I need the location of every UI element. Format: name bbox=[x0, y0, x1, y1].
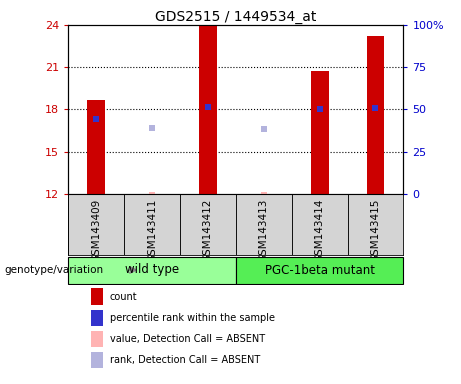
Bar bbox=[292, 194, 348, 255]
Bar bbox=[68, 194, 124, 255]
Bar bbox=[68, 257, 236, 283]
Bar bbox=[199, 26, 217, 194]
Bar bbox=[180, 194, 236, 255]
Bar bbox=[149, 192, 155, 194]
Bar bbox=[261, 192, 266, 194]
Bar bbox=[311, 71, 329, 194]
Text: GSM143409: GSM143409 bbox=[91, 199, 101, 262]
Text: GSM143415: GSM143415 bbox=[371, 199, 380, 262]
Bar bbox=[236, 257, 403, 283]
Text: rank, Detection Call = ABSENT: rank, Detection Call = ABSENT bbox=[110, 355, 260, 365]
Text: PGC-1beta mutant: PGC-1beta mutant bbox=[265, 263, 375, 276]
Bar bbox=[366, 36, 384, 194]
Bar bbox=[124, 194, 180, 255]
Text: wild type: wild type bbox=[125, 263, 179, 276]
Text: GSM143413: GSM143413 bbox=[259, 199, 269, 262]
Text: percentile rank within the sample: percentile rank within the sample bbox=[110, 313, 275, 323]
Title: GDS2515 / 1449534_at: GDS2515 / 1449534_at bbox=[155, 10, 317, 24]
Bar bbox=[87, 100, 105, 194]
Text: GSM143414: GSM143414 bbox=[314, 199, 325, 262]
Bar bbox=[236, 194, 292, 255]
Text: genotype/variation: genotype/variation bbox=[5, 265, 104, 275]
Text: count: count bbox=[110, 291, 137, 301]
Text: value, Detection Call = ABSENT: value, Detection Call = ABSENT bbox=[110, 334, 265, 344]
Text: GSM143411: GSM143411 bbox=[147, 199, 157, 262]
Bar bbox=[348, 194, 403, 255]
Text: GSM143412: GSM143412 bbox=[203, 199, 213, 262]
